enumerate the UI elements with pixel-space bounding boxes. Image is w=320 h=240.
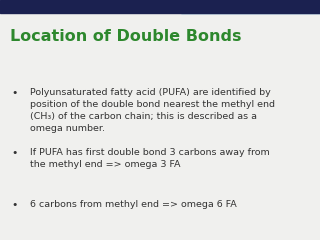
Text: 6 carbons from methyl end => omega 6 FA: 6 carbons from methyl end => omega 6 FA [30,200,237,209]
Bar [0,0,320,13]
Text: •: • [11,148,18,158]
Bar [181,7,320,13]
Text: Location of Double Bonds: Location of Double Bonds [10,29,241,44]
Text: •: • [11,200,18,210]
Text: If PUFA has first double bond 3 carbons away from
the methyl end => omega 3 FA: If PUFA has first double bond 3 carbons … [30,148,270,169]
Text: •: • [11,88,18,98]
Text: Polyunsaturated fatty acid (PUFA) are identified by
position of the double bond : Polyunsaturated fatty acid (PUFA) are id… [30,88,276,133]
